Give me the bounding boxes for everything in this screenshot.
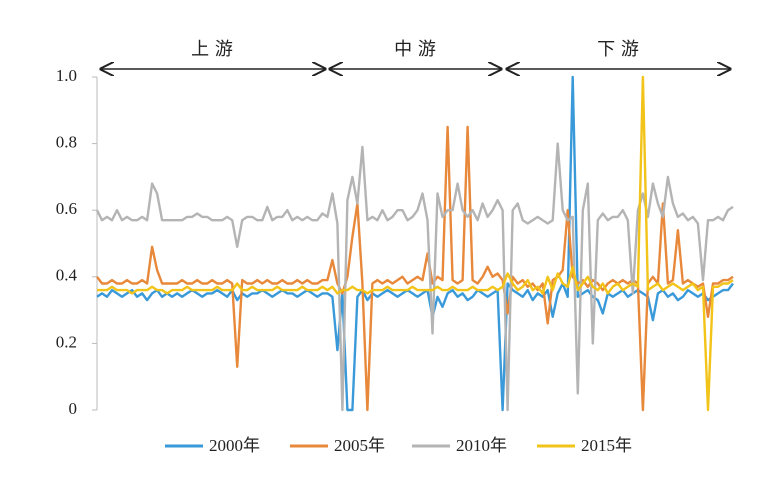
series-line [95,142,734,412]
series-line [96,75,734,412]
y-tick-label: 0.8 [56,133,77,152]
legend-label: 2005年 [334,436,385,455]
y-tick-label: 0 [69,399,78,418]
y-tick-label: 0.2 [56,332,77,351]
legend-label: 2000年 [209,436,260,455]
legend-label: 2010年 [456,436,507,455]
legend-label: 2015年 [581,436,632,455]
annotation: 下 游 [597,39,639,60]
series-line [97,75,734,412]
y-tick-label: 0.4 [56,266,78,285]
y-tick-label: 1.0 [56,66,77,85]
series-line [96,125,734,412]
annotation: 上 游 [191,39,233,60]
y-tick-label: 0.6 [56,199,77,218]
annotation: 中 游 [394,39,436,60]
